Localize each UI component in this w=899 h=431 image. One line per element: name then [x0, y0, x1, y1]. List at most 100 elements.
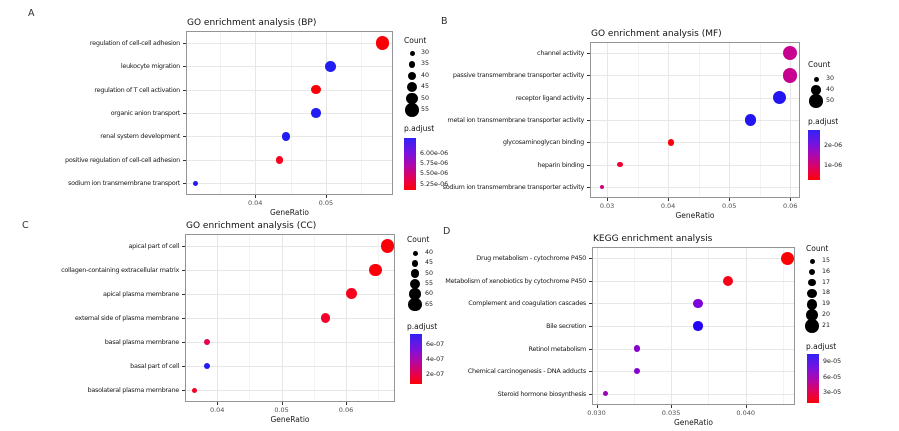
panel-letter: A: [28, 8, 35, 19]
padjust-legend-label: 1e-06: [824, 161, 843, 169]
chart-title: GO enrichment analysis (MF): [591, 29, 722, 39]
padjust-legend-label: 3e-05: [823, 388, 842, 396]
x-tick-mark: [255, 195, 257, 198]
category-label: sodium ion transmembrane transporter act…: [442, 182, 585, 191]
y-tick-mark: [183, 89, 186, 91]
y-tick-mark: [587, 142, 590, 144]
category-label: Drug metabolism - cytochrome P450: [476, 254, 586, 263]
y-tick-mark: [182, 294, 185, 295]
panel-letter: C: [22, 220, 29, 231]
data-point: [617, 161, 623, 168]
gridline-horizontal: [593, 258, 794, 260]
category-label: receptor ligand activity: [515, 93, 585, 102]
gridline-horizontal: [591, 120, 799, 121]
count-legend-label: 65: [425, 300, 434, 308]
count-legend-label: 55: [425, 279, 434, 287]
count-legend-circle: [410, 269, 420, 278]
gridline-horizontal: [591, 186, 799, 188]
chart-title: GO enrichment analysis (BP): [187, 18, 317, 28]
padjust-legend-title: p.adjust: [404, 124, 435, 133]
category-label: metal ion transmembrane transporter acti…: [447, 116, 584, 124]
data-point: [693, 298, 703, 309]
gridline-horizontal: [186, 390, 394, 391]
count-legend-circle: [408, 61, 416, 68]
x-tick-label: 0.05: [274, 406, 289, 414]
padjust-legend-label: 6e-05: [823, 374, 842, 381]
padjust-legend-title: p.adjust: [407, 322, 438, 331]
y-tick-mark: [183, 183, 186, 185]
gridline-horizontal: [593, 348, 794, 350]
y-tick-mark: [589, 303, 592, 305]
gridline-horizontal: [187, 42, 392, 44]
gridline-horizontal: [186, 342, 394, 343]
padjust-legend-label: 5.25e-06: [420, 180, 449, 188]
x-tick-mark: [790, 198, 792, 201]
count-legend-label: 35: [421, 60, 430, 68]
count-legend-label: 16: [822, 267, 831, 275]
gridline-horizontal: [187, 66, 392, 68]
gridline-horizontal: [593, 371, 794, 373]
data-point: [375, 36, 390, 50]
x-tick-mark: [729, 198, 731, 201]
count-legend-label: 19: [822, 300, 831, 308]
count-legend-circle: [408, 297, 422, 312]
category-label: passive transmembrane transporter activi…: [452, 71, 584, 80]
gridline-horizontal: [593, 393, 794, 395]
data-point: [311, 84, 321, 95]
x-tick-label: 0.06: [782, 202, 798, 210]
count-legend-label: 40: [421, 71, 430, 79]
count-legend-circle: [412, 250, 418, 256]
y-tick-mark: [182, 366, 185, 367]
data-point: [203, 363, 210, 369]
count-legend-label: 55: [421, 106, 430, 113]
padjust-legend-label: 4e-07: [426, 356, 445, 363]
data-point: [744, 114, 757, 126]
padjust-legend-title: p.adjust: [806, 342, 837, 351]
data-point: [667, 138, 675, 146]
y-tick-mark: [589, 371, 592, 373]
x-axis-label: GeneRatio: [269, 208, 310, 217]
x-tick-mark: [217, 402, 219, 405]
gridline-horizontal: [591, 53, 799, 55]
x-tick-mark: [281, 402, 283, 405]
category-label: renal system development: [100, 132, 180, 141]
chart-title: GO enrichment analysis (CC): [186, 221, 317, 231]
count-legend-circle: [409, 50, 415, 56]
count-legend-label: 45: [421, 83, 430, 91]
category-label: basal part of cell: [130, 362, 179, 370]
y-tick-mark: [183, 159, 186, 161]
y-tick-mark: [182, 342, 185, 343]
x-tick-label: 0.035: [661, 409, 681, 417]
y-tick-mark: [587, 164, 590, 166]
count-legend-circle: [411, 259, 419, 267]
x-tick-label: 0.030: [587, 409, 606, 417]
count-legend-circle: [808, 278, 816, 287]
data-point: [783, 46, 798, 61]
x-tick-label: 0.05: [721, 202, 737, 210]
padjust-gradient-bar: [404, 138, 416, 190]
y-tick-mark: [587, 53, 590, 55]
category-label: positive regulation of cell-cell adhesio…: [65, 155, 180, 164]
category-label: organic anion transport: [110, 109, 181, 117]
x-tick-label: 0.04: [209, 406, 225, 414]
category-label: regulation of cell-cell adhesion: [89, 38, 180, 47]
padjust-gradient-bar: [410, 334, 422, 384]
category-label: basal plasma membrane: [104, 338, 180, 346]
x-tick-mark: [745, 405, 747, 408]
gridline-horizontal: [187, 113, 392, 114]
gridline-horizontal: [593, 280, 794, 282]
y-tick-mark: [589, 280, 592, 282]
padjust-legend-label: 2e-06: [824, 141, 843, 149]
padjust-legend-label: 2e-07: [426, 371, 445, 378]
count-legend-label: 18: [822, 289, 831, 297]
data-point: [311, 108, 321, 118]
x-axis-label: GeneRatio: [673, 418, 714, 427]
panel-letter: B: [441, 16, 448, 27]
gridline-horizontal: [186, 246, 394, 247]
category-label: leukocyte migration: [120, 62, 180, 71]
x-tick-mark: [607, 198, 609, 201]
category-label: Steroid hormone biosynthesis: [497, 389, 587, 398]
count-legend-label: 60: [425, 290, 434, 298]
chart-title: KEGG enrichment analysis: [593, 234, 713, 244]
count-legend-circle: [809, 94, 823, 108]
